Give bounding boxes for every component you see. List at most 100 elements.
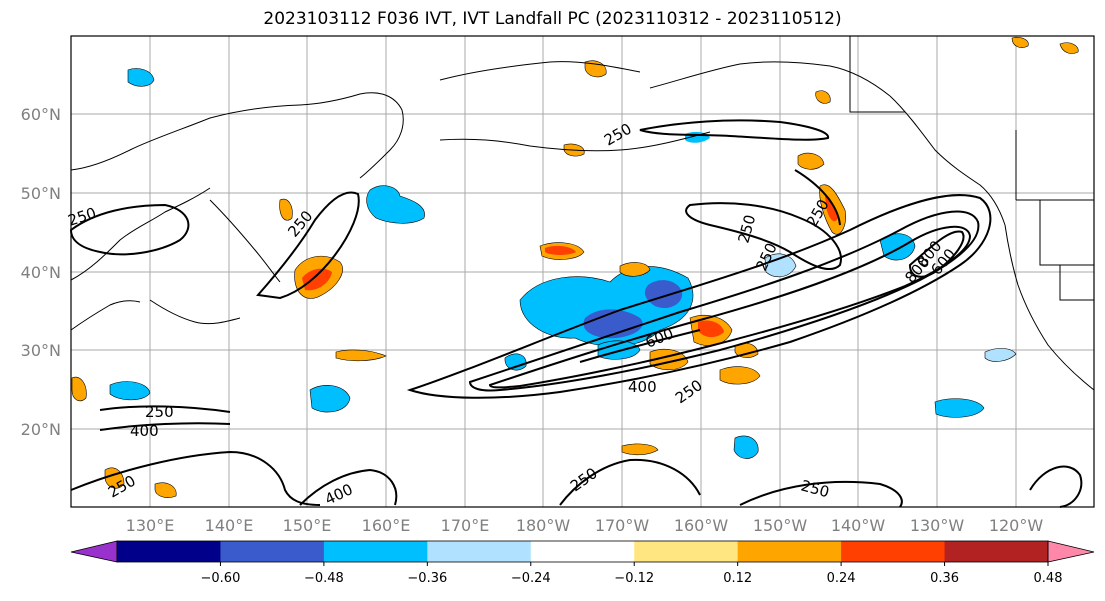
china-coast: [70, 300, 141, 331]
contour-250-gulf: [639, 119, 829, 141]
lon-label: 170°W: [595, 516, 650, 535]
contour-250-north: [685, 202, 842, 271]
colorbar-tick-label: −0.60: [201, 571, 241, 586]
positive-anomaly-core: [302, 268, 332, 291]
contour-250-se: [1029, 465, 1083, 508]
lat-label: 30°N: [21, 341, 61, 360]
lat-label: 50°N: [21, 184, 61, 203]
state-border: [1039, 200, 1094, 266]
us-coast: [1004, 224, 1095, 391]
lon-label: 150°E: [283, 516, 332, 535]
aleutian-chain: [439, 131, 711, 152]
ivt-contours: [69, 119, 1083, 508]
map-frame: [70, 35, 1095, 508]
colorbar: −0.60 −0.48 −0.36 −0.24 −0.12 0.12 0.24 0.36 0.4…: [70, 540, 1095, 586]
colorbar-ticks: −0.60 −0.48 −0.36 −0.24 −0.12 0.12 0.24 0.36 0.4…: [201, 562, 1063, 586]
lon-label: 180°W: [516, 516, 571, 535]
contour-250-south-2: [559, 458, 701, 506]
lon-label: 160°W: [674, 516, 729, 535]
colorbar-segment: [427, 541, 532, 562]
positive-anomaly-core: [825, 195, 838, 222]
contour-250-sw: [99, 405, 231, 413]
colorbar-tick-label: 0.12: [723, 571, 752, 586]
contour-label: 250: [145, 403, 174, 421]
lon-label: 130°E: [126, 516, 175, 535]
positive-anomaly-core: [545, 245, 576, 255]
contour-800: [908, 230, 965, 278]
contour-400-south: [299, 468, 398, 506]
lon-label: 170°E: [441, 516, 490, 535]
negative-anomaly-core: [583, 309, 643, 339]
colorbar-segment: [841, 541, 946, 562]
negative-anomaly-core-2: [644, 280, 683, 309]
japan-coast-2: [149, 299, 241, 325]
positive-anomaly: [71, 376, 87, 402]
positive-anomaly: [335, 349, 387, 362]
colorbar-segment: [634, 541, 739, 562]
positive-anomaly: [279, 198, 293, 221]
negative-anomaly-small: [934, 398, 985, 418]
positive-anomaly-core: [698, 320, 724, 338]
colorbar-tick-label: −0.48: [304, 571, 344, 586]
colorbar-segment: [944, 541, 1049, 562]
positive-anomaly: [1059, 42, 1079, 54]
borders: [849, 36, 1094, 301]
colorbar-segment: [117, 541, 221, 562]
colorbar-frame: [116, 540, 1049, 563]
negative-anomaly-small: [109, 381, 151, 401]
negative-anomaly-small: [764, 253, 797, 278]
gridlines: [71, 36, 1094, 507]
colorbar-tick-label: 0.36: [930, 571, 959, 586]
colorbar-tick-label: 0.24: [827, 571, 856, 586]
contour-250-west: [69, 203, 190, 256]
contour-250-alaska: [794, 169, 841, 226]
lat-axis: 60°N 50°N 40°N 30°N 20°N: [21, 105, 61, 439]
lon-label: 140°E: [205, 516, 254, 535]
colorbar-segment: [323, 541, 428, 562]
contour-label: 400: [628, 378, 657, 396]
negative-anomaly-small: [984, 348, 1017, 362]
japan-coast: [209, 199, 281, 283]
colorbar-tick-label: −0.12: [614, 571, 654, 586]
lon-label: 150°W: [753, 516, 808, 535]
colorbar-segment: [530, 541, 635, 562]
map-title: 2023103112 F036 IVT, IVT Landfall PC (20…: [263, 9, 842, 29]
negative-anomaly-small: [309, 385, 351, 413]
contour-250-kuroshio: [256, 191, 360, 300]
ivt-pc-shading: [71, 37, 1079, 498]
colorbar-segment: [220, 541, 325, 562]
positive-anomaly: [621, 443, 659, 456]
positive-anomaly: [619, 262, 651, 277]
bering-coast: [439, 61, 641, 81]
colorbar-segments: [117, 541, 1049, 562]
lon-label: 130°W: [910, 516, 965, 535]
negative-anomaly-small: [366, 185, 425, 224]
negative-anomaly-small: [127, 68, 155, 87]
coastlines: [70, 61, 1095, 391]
lon-label: 160°E: [362, 516, 411, 535]
contour-250-south-3: [739, 480, 903, 508]
state-border-2: [1059, 265, 1094, 301]
alaska-coast: [649, 61, 891, 97]
colorbar-tick-label: −0.36: [407, 571, 447, 586]
alaska-canada-border: [849, 36, 905, 113]
asia-coast-south: [70, 187, 211, 281]
colorbar-tick-label: −0.24: [511, 571, 551, 586]
positive-anomaly: [154, 482, 177, 498]
contour-400-sw: [99, 422, 231, 431]
canada-coast: [889, 95, 1006, 226]
positive-anomaly: [815, 90, 831, 104]
negative-anomaly-small: [733, 435, 759, 459]
lon-label: 120°W: [989, 516, 1044, 535]
positive-anomaly: [797, 152, 825, 170]
lat-label: 60°N: [21, 105, 61, 124]
positive-anomaly: [1011, 37, 1029, 48]
lon-axis: 130°E 140°E 150°E 160°E 170°E 180°W 170°…: [126, 516, 1044, 535]
lat-label: 20°N: [21, 420, 61, 439]
lon-label: 140°W: [831, 516, 886, 535]
contour-600-main: [488, 225, 972, 389]
colorbar-tick-label: 0.48: [1034, 571, 1063, 586]
colorbar-extend-min: [70, 540, 118, 563]
asia-coast: [70, 92, 404, 179]
